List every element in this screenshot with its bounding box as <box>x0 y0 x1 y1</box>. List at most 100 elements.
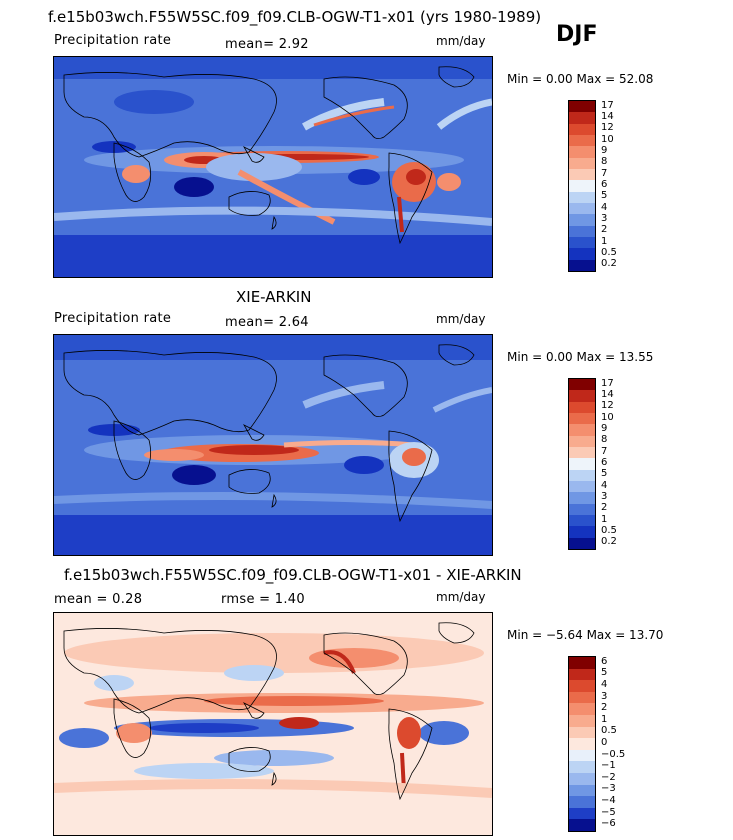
colorbar-box <box>569 180 595 192</box>
panel2-mean: mean= 2.64 <box>225 315 309 330</box>
colorbar-box <box>569 714 595 727</box>
colorbar-tick-label: 3 <box>601 491 608 502</box>
colorbar-tick-label: 9 <box>601 145 608 156</box>
colorbar-tick-label: 6 <box>601 179 608 190</box>
panel3-mean: mean = 0.28 <box>54 592 143 607</box>
colorbar-tick-label: 17 <box>601 99 614 111</box>
panel1-map <box>53 56 493 278</box>
colorbar-box <box>569 101 595 113</box>
colorbar-tick-label: 12 <box>601 400 614 412</box>
colorbar-box <box>569 168 595 181</box>
colorbar-tick-label: 0.5 <box>601 525 617 536</box>
colorbar-box <box>569 784 595 797</box>
colorbar-tick-label: 2 <box>601 502 608 514</box>
panel1-variable-label: Precipitation rate <box>54 33 172 48</box>
colorbar-box <box>569 514 595 527</box>
panel1-minmax: Min = 0.00 Max = 52.08 <box>507 72 654 86</box>
panel1-units: mm/day <box>436 34 486 48</box>
panel2-map <box>53 334 493 556</box>
colorbar-box <box>569 390 595 402</box>
colorbar-box <box>569 259 595 271</box>
colorbar-box <box>569 191 595 203</box>
colorbar-tick-label: 0.5 <box>601 725 617 737</box>
colorbar-box <box>569 424 595 436</box>
colorbar-tick-label: 1 <box>601 235 608 247</box>
colorbar-tick-label: 0.2 <box>601 258 617 270</box>
colorbar-tick-label: −3 <box>601 783 616 795</box>
panel2-units: mm/day <box>436 312 486 326</box>
colorbar-tick-label: 7 <box>601 167 608 179</box>
colorbar-tick-label: 0.2 <box>601 536 617 548</box>
panel2-minmax: Min = 0.00 Max = 13.55 <box>507 350 654 364</box>
colorbar-tick-label: 4 <box>601 201 608 213</box>
colorbar-box <box>569 134 595 147</box>
colorbar-box <box>569 761 595 773</box>
colorbar-box <box>569 225 595 237</box>
colorbar-box <box>569 236 595 249</box>
colorbar-box <box>569 146 595 158</box>
colorbar-tick-label: 0 <box>601 737 608 748</box>
colorbar-box <box>569 123 595 135</box>
colorbar-tick-label: 9 <box>601 423 608 434</box>
colorbar-box <box>569 680 595 692</box>
panel1-mean: mean= 2.92 <box>225 37 309 52</box>
colorbar-box <box>569 657 595 669</box>
colorbar-tick-label: 2 <box>601 224 608 236</box>
colorbar-tick-label: 5 <box>601 468 608 480</box>
colorbar-box <box>569 157 595 169</box>
colorbar-tick-label: 4 <box>601 479 608 491</box>
panel2-title: XIE-ARKIN <box>236 288 312 306</box>
colorbar-box <box>569 401 595 413</box>
panel2-colorbar-ticks: 17 14 12 10 9 8 7 6 5 4 3 2 1 0.5 0.2 <box>601 378 641 548</box>
colorbar-box <box>569 819 595 831</box>
colorbar-tick-label: 3 <box>601 690 608 702</box>
panel1-title: f.e15b03wch.F55W5SC.f09_f09.CLB-OGW-T1-x… <box>48 8 542 26</box>
colorbar-box <box>569 202 595 215</box>
panel2-variable-label: Precipitation rate <box>54 311 172 326</box>
colorbar-tick-label: 10 <box>601 133 614 145</box>
colorbar-tick-label: −5 <box>601 806 616 818</box>
colorbar-tick-label: 1 <box>601 513 608 525</box>
panel1-map-field <box>54 57 492 277</box>
panel3-rmse: rmse = 1.40 <box>221 592 305 607</box>
panel1-colorbar-ticks: 17 14 12 10 9 8 7 6 5 4 3 2 1 0.5 0.2 <box>601 100 641 270</box>
colorbar-box <box>569 492 595 504</box>
colorbar-box <box>569 435 595 447</box>
colorbar-box <box>569 691 595 704</box>
colorbar-box <box>569 796 595 808</box>
colorbar-box <box>569 807 595 820</box>
colorbar-tick-label: −1 <box>601 760 616 772</box>
colorbar-tick-label: 8 <box>601 434 608 446</box>
colorbar-box <box>569 772 595 785</box>
colorbar-box <box>569 379 595 391</box>
colorbar-tick-label: 17 <box>601 377 614 389</box>
colorbar-box <box>569 446 595 459</box>
colorbar-tick-label: −0.5 <box>601 748 626 760</box>
colorbar-tick-label: 3 <box>601 213 608 224</box>
colorbar-box <box>569 526 595 538</box>
colorbar-tick-label: 5 <box>601 190 608 202</box>
colorbar-box <box>569 749 595 762</box>
panel3-minmax: Min = −5.64 Max = 13.70 <box>507 628 664 642</box>
colorbar-tick-label: −2 <box>601 771 616 783</box>
colorbar-box <box>569 112 595 124</box>
colorbar-box <box>569 738 595 750</box>
colorbar-tick-label: 10 <box>601 411 614 423</box>
colorbar-tick-label: 8 <box>601 156 608 168</box>
panel3-colorbar-ticks: 6 5 4 3 2 1 0.5 0 −0.5 −1 −2 −3 −4 −5 −6 <box>601 656 641 830</box>
colorbar-tick-label: 1 <box>601 713 608 725</box>
colorbar-box <box>569 480 595 493</box>
colorbar-box <box>569 469 595 481</box>
colorbar-tick-label: −4 <box>601 795 616 806</box>
colorbar-box <box>569 458 595 470</box>
panel3-colorbar <box>568 656 596 832</box>
colorbar-tick-label: 6 <box>601 457 608 468</box>
panel2-colorbar <box>568 378 596 550</box>
panel3-title: f.e15b03wch.F55W5SC.f09_f09.CLB-OGW-T1-x… <box>64 566 522 584</box>
colorbar-tick-label: 6 <box>601 655 608 667</box>
colorbar-box <box>569 248 595 260</box>
colorbar-tick-label: 7 <box>601 445 608 457</box>
panel3-map-field <box>54 613 492 835</box>
colorbar-tick-label: 12 <box>601 122 614 134</box>
colorbar-box <box>569 537 595 549</box>
